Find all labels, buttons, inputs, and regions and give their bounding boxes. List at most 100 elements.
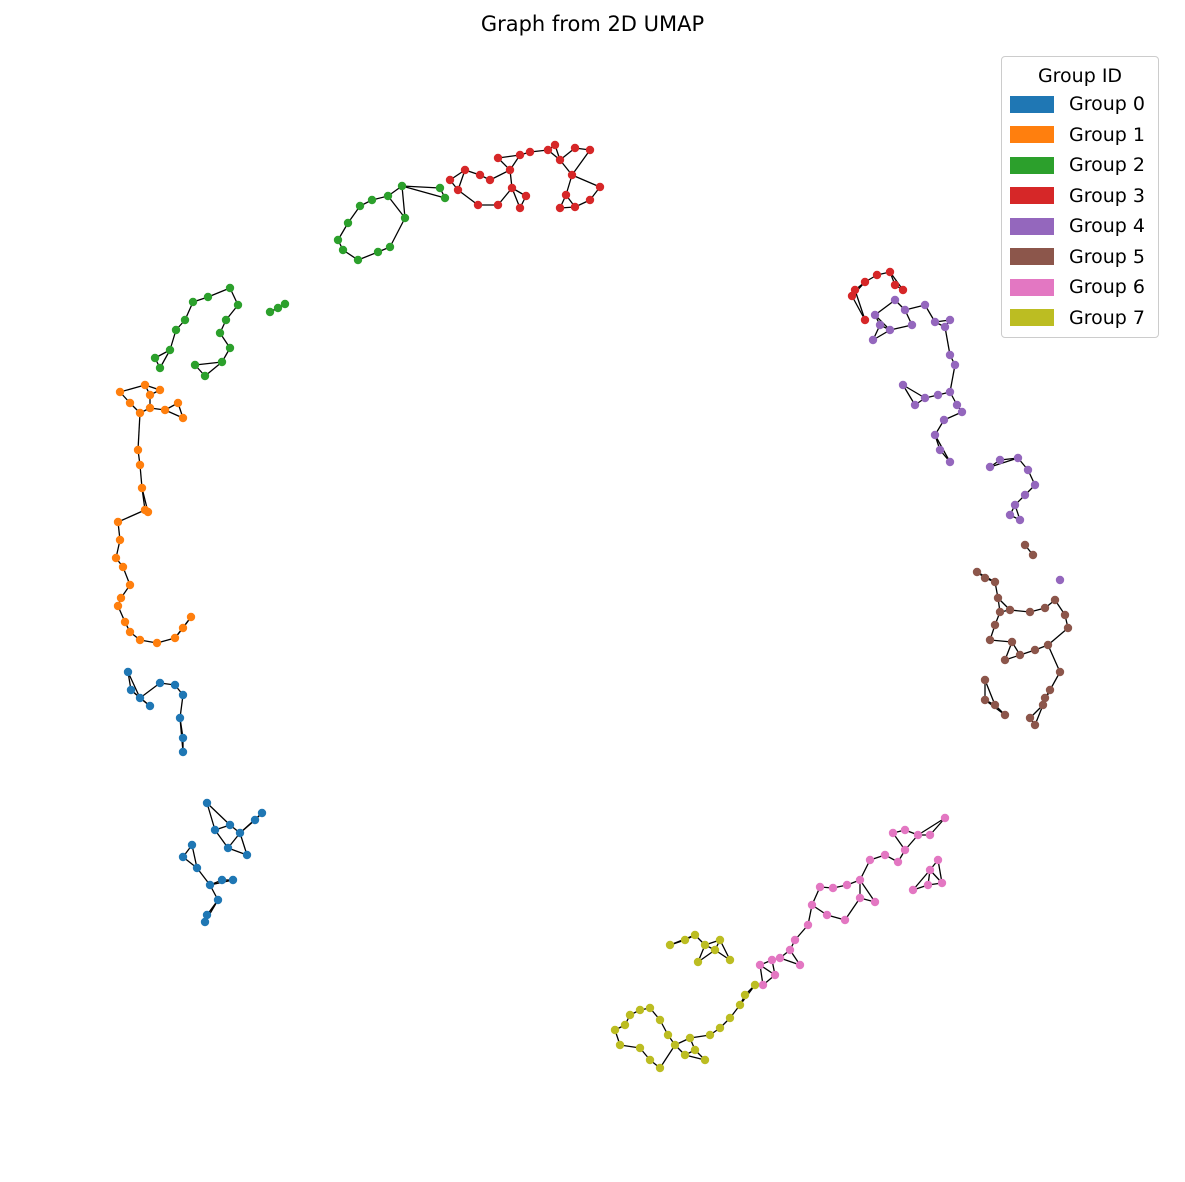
graph-edge	[902, 384, 926, 399]
node-group-5	[1040, 693, 1050, 703]
node-group-4	[945, 350, 955, 360]
legend-label: Group 7	[1069, 306, 1145, 329]
node-group-1	[143, 507, 153, 517]
node-group-1	[178, 413, 188, 423]
graph-edge	[206, 802, 216, 831]
node-group-4	[910, 400, 920, 410]
graph-edge	[389, 217, 406, 248]
node-group-1	[145, 390, 155, 400]
graph-edge	[1047, 644, 1061, 673]
node-group-6	[925, 830, 935, 840]
node-group-4	[900, 305, 910, 315]
graph-edge	[194, 361, 223, 366]
node-group-5	[972, 567, 982, 577]
node-group-2	[435, 183, 445, 193]
node-group-5	[1040, 603, 1050, 613]
node-group-7	[680, 1050, 690, 1060]
graph-edge	[206, 802, 231, 826]
node-group-3	[453, 185, 463, 195]
node-group-0	[235, 828, 245, 838]
node-group-6	[900, 845, 910, 855]
graph-edge	[912, 869, 931, 891]
node-group-2	[333, 235, 343, 245]
node-group-5	[980, 675, 990, 685]
node-group-7	[710, 945, 720, 955]
graph-edge	[949, 364, 956, 393]
node-group-0	[135, 693, 145, 703]
node-group-1	[115, 387, 125, 397]
node-group-6	[775, 953, 785, 963]
node-group-4	[920, 393, 930, 403]
graph-edge	[844, 897, 861, 921]
node-group-4	[1023, 465, 1033, 475]
node-group-1	[137, 483, 147, 493]
node-group-3	[543, 145, 553, 155]
node-group-3	[507, 183, 517, 193]
node-group-3	[561, 190, 571, 200]
node-group-3	[860, 277, 870, 287]
node-group-3	[872, 270, 882, 280]
node-group-6	[822, 910, 832, 920]
node-group-2	[383, 191, 393, 201]
node-group-6	[940, 813, 950, 823]
node-group-3	[515, 150, 525, 160]
node-group-4	[945, 387, 955, 397]
node-group-1	[140, 380, 150, 390]
legend-entry-group-2: Group 2	[1002, 150, 1158, 181]
node-group-0	[213, 895, 223, 905]
node-group-3	[847, 291, 857, 301]
graph-edge	[387, 195, 406, 219]
node-group-0	[225, 820, 235, 830]
node-group-5	[993, 593, 1003, 603]
node-group-5	[1030, 645, 1040, 655]
node-group-2	[367, 195, 377, 205]
node-group-7	[620, 1020, 630, 1030]
node-group-2	[397, 181, 407, 191]
node-group-1	[155, 385, 165, 395]
node-group-0	[145, 701, 155, 711]
graph-edge	[571, 174, 601, 188]
node-group-0	[257, 808, 267, 818]
node-group-5	[990, 577, 1000, 587]
legend-label: Group 1	[1069, 123, 1145, 146]
node-group-1	[135, 635, 145, 645]
graph-edge	[137, 412, 141, 451]
node-group-5	[1060, 610, 1070, 620]
node-group-0	[200, 917, 210, 927]
node-group-0	[155, 678, 165, 688]
node-group-4	[907, 320, 917, 330]
node-group-0	[250, 815, 260, 825]
node-group-5	[990, 700, 1000, 710]
node-group-7	[615, 1040, 625, 1050]
node-group-3	[515, 203, 525, 213]
node-group-7	[635, 1043, 645, 1053]
legend-swatch	[1010, 248, 1054, 266]
legend-label: Group 4	[1069, 215, 1145, 238]
node-group-0	[210, 825, 220, 835]
node-group-2	[171, 325, 181, 335]
node-group-1	[118, 562, 128, 572]
legend-entry-group-3: Group 3	[1002, 181, 1158, 212]
graph-edge	[659, 1044, 676, 1069]
legend-swatch	[1010, 126, 1054, 144]
node-group-0	[178, 733, 188, 743]
node-group-1	[113, 601, 123, 611]
node-group-5	[1020, 540, 1030, 550]
graph-edge	[1047, 627, 1069, 646]
node-group-2	[440, 193, 450, 203]
node-group-1	[115, 535, 125, 545]
node-group-2	[221, 315, 231, 325]
legend-label: Group 5	[1069, 245, 1145, 268]
node-group-0	[192, 863, 202, 873]
node-group-5	[980, 695, 990, 705]
graph-edge	[239, 812, 263, 834]
node-group-3	[445, 175, 455, 185]
node-group-5	[1000, 655, 1010, 665]
node-group-6	[785, 945, 795, 955]
node-group-5	[1025, 713, 1035, 723]
node-group-5	[1038, 700, 1048, 710]
node-group-6	[870, 897, 880, 907]
node-group-2	[200, 371, 210, 381]
node-group-5	[1007, 637, 1017, 647]
node-group-3	[585, 195, 595, 205]
